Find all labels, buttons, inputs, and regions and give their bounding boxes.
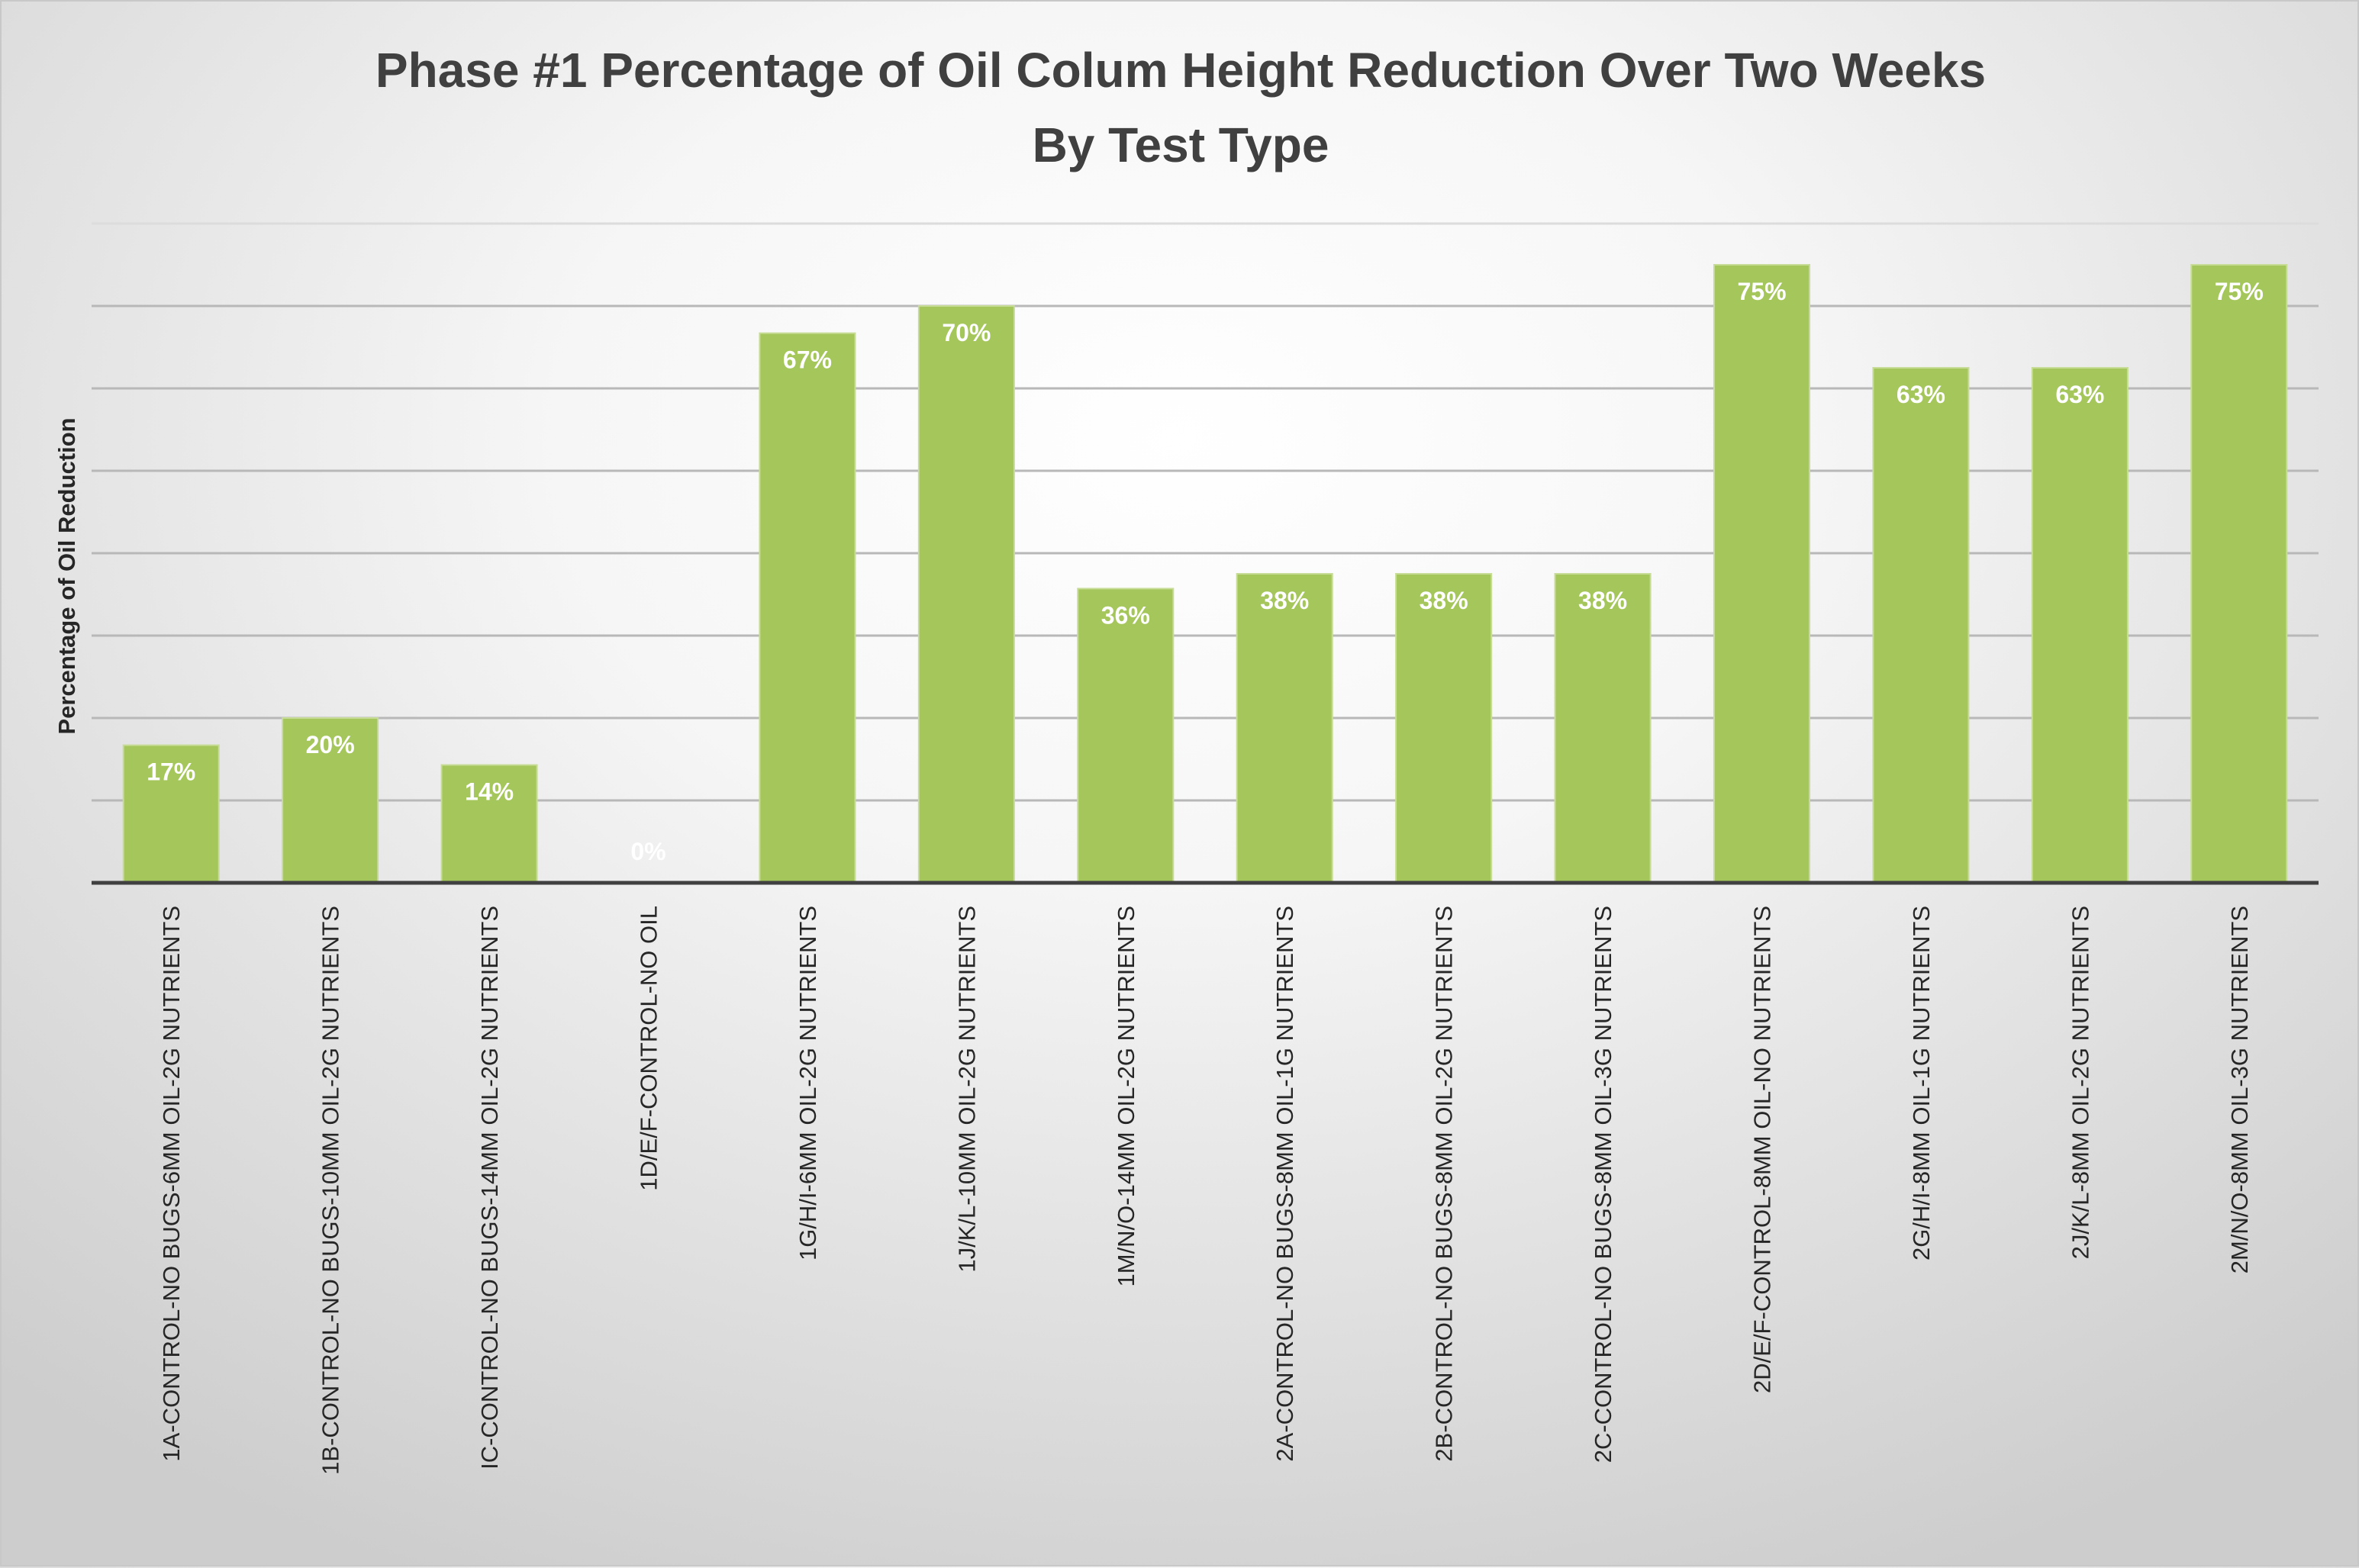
bar bbox=[759, 332, 856, 884]
category-label: 2J/K/L-8MM OIL-2G NUTRIENTS bbox=[2067, 906, 2093, 1259]
bar bbox=[1395, 573, 1493, 884]
bar bbox=[122, 744, 220, 884]
category-label: 1M/N/O-14MM OIL-2G NUTRIENTS bbox=[1113, 906, 1139, 1287]
y-axis-label: Percentage of Oil Reduction bbox=[53, 417, 80, 734]
chart-title-line-1: Phase #1 Percentage of Oil Colum Height … bbox=[375, 43, 1986, 98]
category-label: 1B-CONTROL-NO BUGS-10MM OIL-2G NUTRIENTS bbox=[317, 906, 344, 1475]
category-label: 2B-CONTROL-NO BUGS-8MM OIL-2G NUTRIENTS bbox=[1431, 906, 1458, 1462]
data-label: 38% bbox=[1260, 587, 1309, 614]
bar bbox=[1077, 588, 1175, 884]
category-labels: 1A-CONTROL-NO BUGS-6MM OIL-2G NUTRIENTS 1… bbox=[158, 906, 2253, 1475]
bar bbox=[1554, 573, 1652, 884]
data-label: 14% bbox=[465, 778, 514, 806]
category-label: 1J/K/L-10MM OIL-2G NUTRIENTS bbox=[953, 906, 980, 1273]
bar bbox=[1236, 573, 1333, 884]
data-label: 38% bbox=[1578, 587, 1627, 614]
data-label: 20% bbox=[306, 731, 355, 758]
bar bbox=[2031, 367, 2129, 884]
data-label: 70% bbox=[942, 319, 991, 346]
gridlines bbox=[92, 222, 2319, 802]
data-label: 63% bbox=[1897, 381, 1945, 408]
category-label: 2M/N/O-8MM OIL-3G NUTRIENTS bbox=[2226, 906, 2253, 1273]
category-label: 2C-CONTROL-NO BUGS-8MM OIL-3G NUTRIENTS bbox=[1590, 906, 1616, 1463]
bar bbox=[1872, 367, 1970, 884]
bars bbox=[122, 264, 2288, 884]
data-label: 17% bbox=[147, 758, 195, 786]
data-label: 63% bbox=[2055, 381, 2104, 408]
data-labels: 17% 20% 14% 0% 67% 70% 36% 38% 38% 38% 75% 63% 63% 75… bbox=[147, 278, 2264, 865]
data-label: 38% bbox=[1420, 587, 1468, 614]
data-label: 0% bbox=[630, 838, 665, 865]
category-label: 1A-CONTROL-NO BUGS-6MM OIL-2G NUTRIENTS bbox=[158, 906, 185, 1462]
bar bbox=[440, 764, 538, 884]
data-label: 36% bbox=[1101, 601, 1150, 629]
category-label: 1G/H/I-6MM OIL-2G NUTRIENTS bbox=[794, 906, 821, 1261]
chart-title-line-2: By Test Type bbox=[1033, 118, 1329, 172]
data-label: 67% bbox=[783, 346, 832, 374]
bar bbox=[1713, 264, 1811, 884]
bar bbox=[2190, 264, 2288, 884]
bar bbox=[282, 717, 379, 884]
category-label: 2G/H/I-8MM OIL-1G NUTRIENTS bbox=[1908, 906, 1935, 1261]
data-label: 75% bbox=[2215, 278, 2264, 305]
category-label: 1D/E/F-CONTROL-NO OIL bbox=[636, 906, 662, 1191]
data-label: 75% bbox=[1737, 278, 1786, 305]
category-label: IC-CONTROL-NO BUGS-14MM OIL-2G NUTRIENTS bbox=[476, 906, 503, 1470]
category-label: 2D/E/F-CONTROL-8MM OIL-NO NUTRIENTS bbox=[1749, 906, 1776, 1393]
category-label: 2A-CONTROL-NO BUGS-8MM OIL-1G NUTRIENTS bbox=[1271, 906, 1298, 1462]
bar bbox=[917, 305, 1015, 884]
